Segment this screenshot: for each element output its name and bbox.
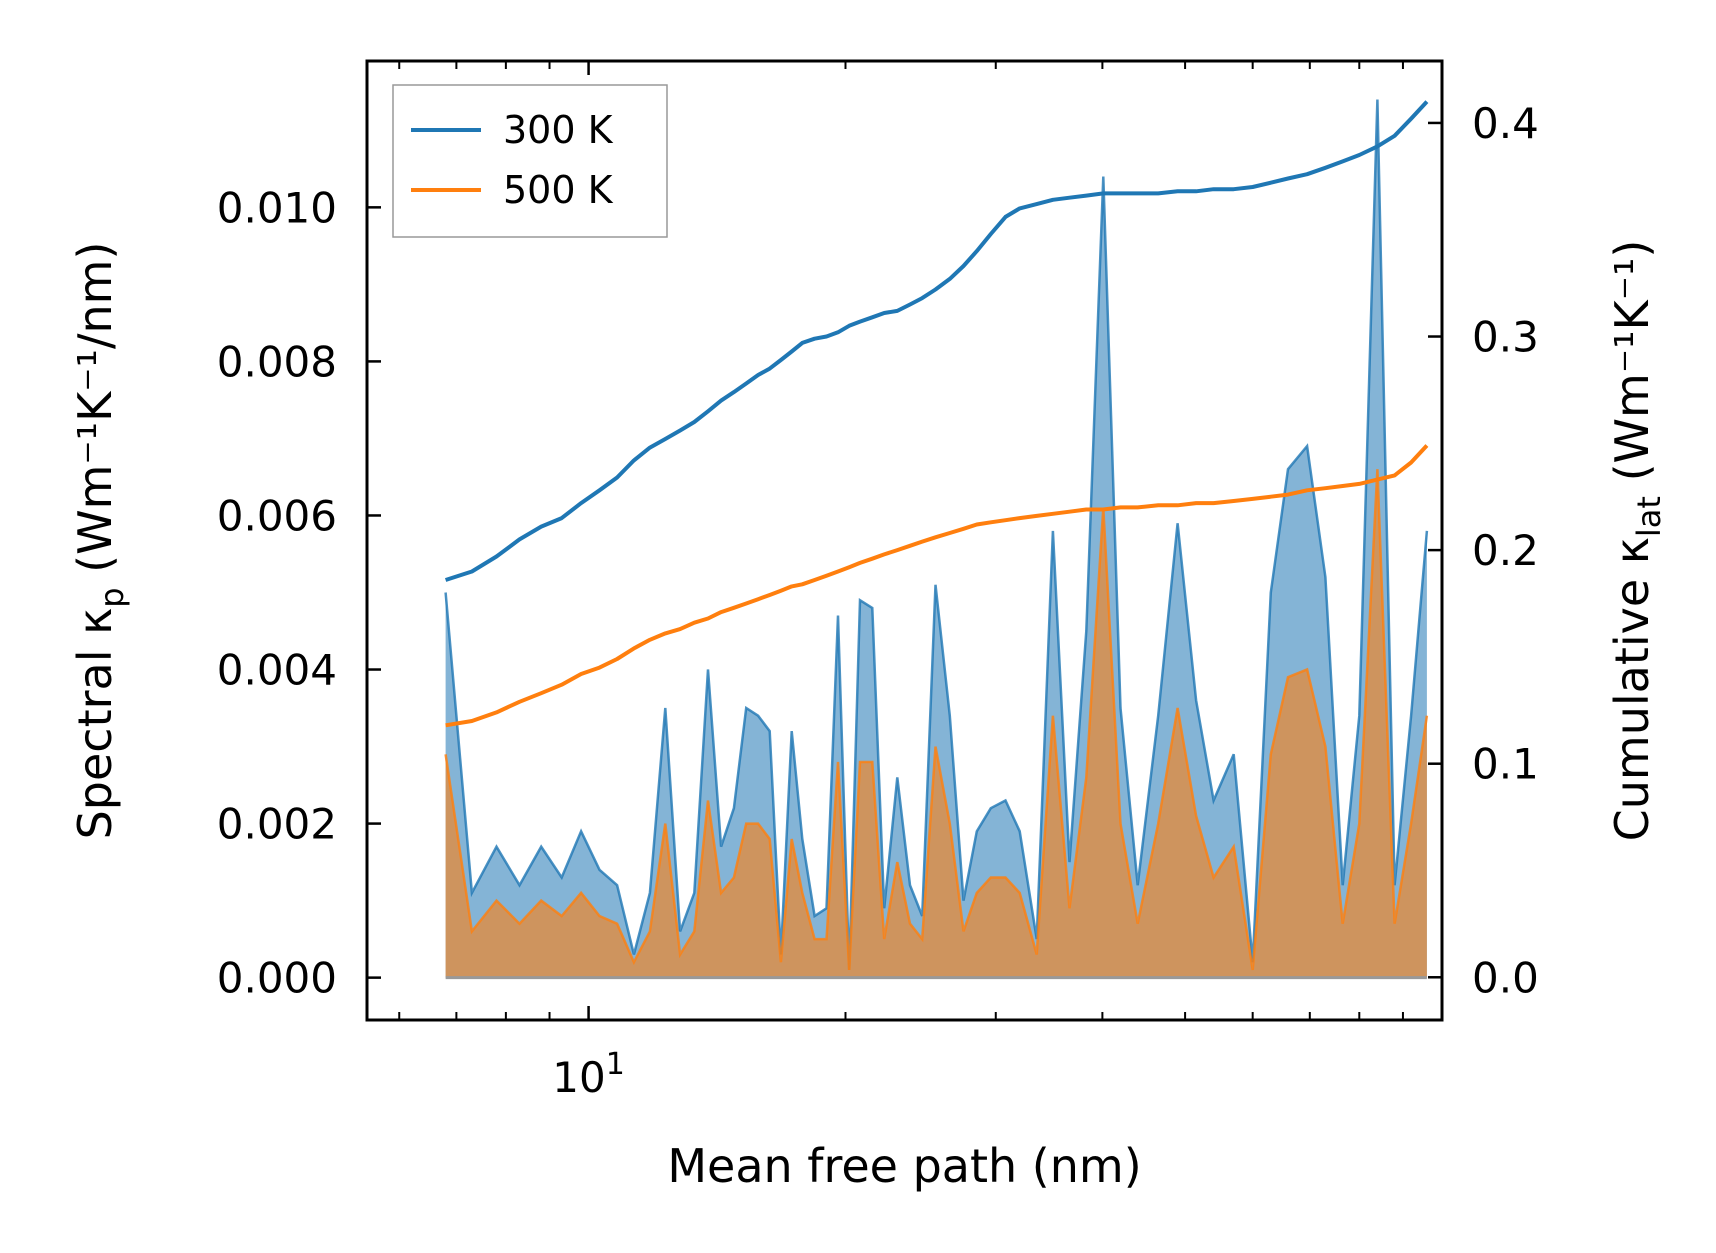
cumulative-line-500k (445, 444, 1429, 728)
y-right-tick-label: 0.2 (1472, 526, 1539, 575)
spectral-line-500k (444, 469, 1429, 971)
y-right-tick-label: 0.3 (1472, 313, 1539, 362)
legend: 300 K 500 K (392, 84, 668, 238)
axis-ticks (367, 61, 1442, 1020)
y-left-tick-label: 0.002 (217, 800, 337, 849)
legend-box (392, 84, 668, 238)
spectral-fill-500k (445, 469, 1427, 978)
y-right-tick-label: 0.0 (1472, 953, 1539, 1002)
y-right-axis-title: Cumulative κlat (Wm⁻¹K⁻¹) (1605, 240, 1668, 842)
y-left-tick-label: 0.000 (217, 954, 337, 1003)
axes-frame (365, 59, 1444, 1022)
y-left-tick-label: 0.006 (217, 491, 337, 540)
y-left-tick-label: 0.008 (217, 337, 337, 386)
y-left-tick-label: 0.010 (217, 183, 337, 232)
y-right-tick-label: 0.1 (1472, 740, 1539, 789)
cumulative-line-300k (444, 100, 1429, 582)
y-left-tick-label: 0.004 (217, 646, 337, 695)
x-axis-title: Mean free path (nm) (667, 1139, 1141, 1193)
legend-label-500k: 500 K (503, 168, 614, 212)
y-left-axis-title: Spectral κp (Wm⁻¹K⁻¹/nm) (68, 242, 131, 840)
legend-label-300k: 300 K (503, 108, 614, 152)
y-right-tick-label: 0.4 (1472, 99, 1539, 148)
x-tick-label: 101 (552, 1047, 625, 1102)
spectral-line-300k (444, 99, 1429, 970)
plot-area (444, 99, 1429, 980)
